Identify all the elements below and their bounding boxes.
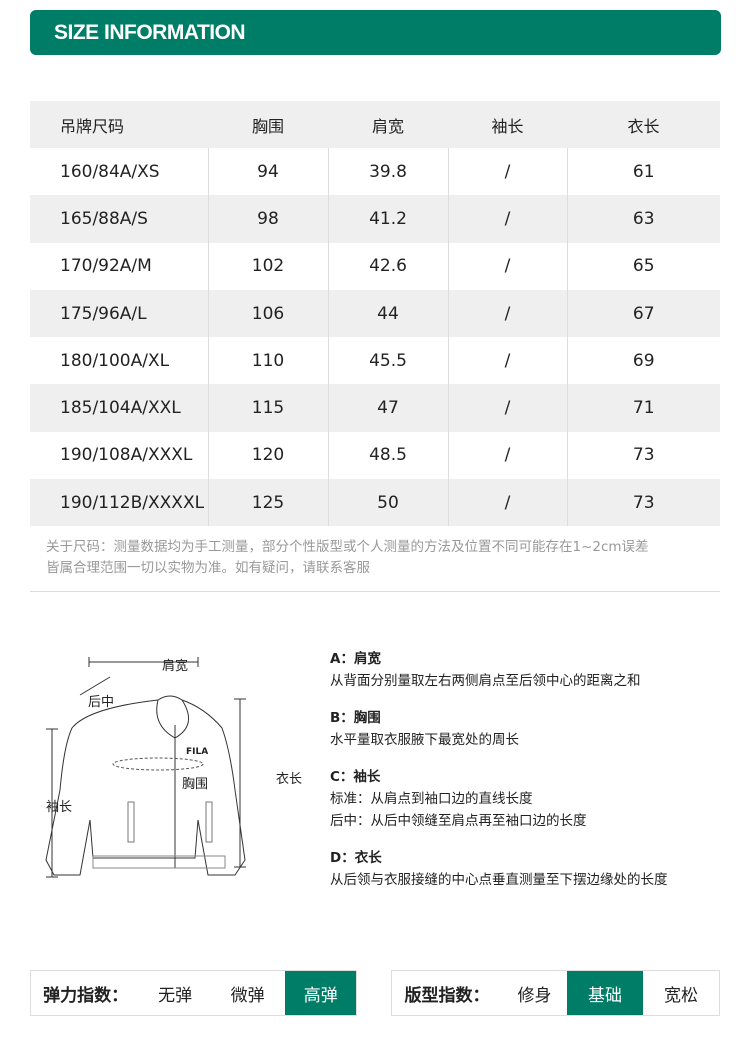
table-cell: 47: [327, 384, 448, 432]
table-cell: 165/88A/S: [30, 195, 208, 243]
fit-label: 版型指数：: [404, 985, 490, 1006]
table-cell: /: [447, 289, 567, 338]
size-table: 吊牌尺码 胸围 肩宽 袖长 衣长 160/84A/XS 94 39.8/61 165/…: [30, 101, 720, 527]
description-line: 水平量取衣服腋下最宽处的周长: [330, 732, 519, 748]
table-cell: 50: [327, 479, 448, 527]
table-header: 吊牌尺码 胸围 肩宽 袖长 衣长: [30, 101, 720, 148]
table-row: 175/96A/L 106 44/67: [30, 289, 720, 338]
description-line: 后中：从后中领缝至肩点再至袖口边的长度: [330, 813, 587, 829]
table-cell: 41.2: [327, 195, 448, 243]
note-line: 皆属合理范围一切以实物为准。如有疑问，请联系客服: [46, 560, 370, 576]
fit-option: 宽松: [664, 985, 698, 1006]
label-length: 衣长: [276, 771, 302, 787]
jacket-outline-icon: [45, 695, 246, 876]
table-cell: /: [447, 337, 567, 385]
table-cell: 63: [566, 195, 720, 243]
table-cell: 98: [207, 195, 328, 243]
table-cell: /: [447, 195, 567, 243]
label-shoulder: 肩宽: [162, 658, 188, 674]
table-cell: 102: [207, 242, 328, 290]
table-cell: 69: [566, 337, 720, 385]
description-line: 标准：从肩点到袖口边的直线长度: [330, 791, 533, 807]
table-cell: 65: [566, 242, 720, 290]
description-block: C：袖长标准：从肩点到袖口边的直线长度后中：从后中领缝至肩点再至袖口边的长度: [330, 766, 668, 832]
table-cell: 45.5: [327, 337, 448, 385]
elasticity-option: 微弹: [230, 985, 265, 1006]
description-title: D：衣长: [330, 850, 382, 866]
table-cell: 180/100A/XL: [60, 350, 170, 371]
table-cell: 175/96A/L: [30, 289, 208, 338]
table-row: 160/84A/XS 94 39.8/61: [30, 148, 720, 196]
table-row: 190/112B/XXXXL 125 50/73: [30, 479, 720, 527]
table-cell: /: [447, 384, 567, 432]
table-cell: 190/108A/XXXL: [60, 445, 193, 466]
table-cell: 71: [566, 384, 720, 432]
description-title: B：胸围: [330, 710, 381, 726]
label-sleeve: 袖长: [46, 800, 72, 815]
description-line: 从背面分别量取左右两侧肩点至后领中心的距离之和: [330, 673, 641, 689]
description-title: A：肩宽: [330, 651, 381, 667]
fit-index: 版型指数： 修身 基础 宽松: [391, 970, 720, 1016]
description-title: C：袖长: [330, 769, 381, 785]
col-header: 肩宽: [328, 101, 448, 148]
elasticity-option-selected: 高弹: [285, 971, 356, 1015]
table-row: 190/108A/XXXL 120 48.5/73: [30, 431, 720, 480]
table-cell: /: [447, 148, 567, 196]
table-row: 170/92A/M 102 42.6/65: [30, 242, 720, 290]
table-cell: /: [447, 431, 567, 480]
note-line: 关于尺码：测量数据均为手工测量，部分个性版型或个人测量的方法及位置不同可能存在1…: [46, 539, 649, 555]
size-information-banner: SIZE INFORMATION: [30, 10, 721, 55]
table-cell: 94: [207, 148, 328, 196]
jacket-measurement-diagram: 肩宽 后中 胸围 衣长 袖长 FILA: [45, 657, 302, 878]
measurement-descriptions: A：肩宽从背面分别量取左右两侧肩点至后领中心的距离之和 B：胸围水平量取衣服腋下最…: [330, 648, 668, 906]
elasticity-option: 无弹: [158, 985, 193, 1006]
table-cell: 67: [566, 289, 720, 338]
elasticity-index: 弹力指数： 无弹 微弹 高弹: [30, 970, 357, 1016]
table-cell: 73: [566, 431, 720, 480]
col-header: 吊牌尺码: [30, 101, 208, 148]
fit-option: 修身: [517, 985, 552, 1006]
table-cell: 48.5: [327, 431, 448, 480]
table-row: 165/88A/S 98 41.2/63: [30, 195, 720, 243]
col-header: 袖长: [448, 101, 567, 148]
table-cell: 170/92A/M: [60, 256, 152, 277]
table-cell: 160/84A/XS: [60, 161, 160, 182]
description-block: B：胸围水平量取衣服腋下最宽处的周长: [330, 707, 668, 751]
table-cell: 190/112B/XXXXL: [30, 479, 208, 527]
table-row: 180/100A/XL 110 45.5/69: [30, 337, 720, 385]
col-header: 胸围: [208, 101, 328, 148]
measurement-note: 关于尺码：测量数据均为手工测量，部分个性版型或个人测量的方法及位置不同可能存在1…: [46, 537, 726, 579]
description-line: 从后领与衣服接缝的中心点垂直测量至下摆边缘处的长度: [330, 872, 668, 888]
table-cell: 44: [327, 289, 448, 338]
label-chest: 胸围: [182, 777, 208, 792]
col-header: 衣长: [567, 101, 720, 148]
table-cell: 120: [207, 431, 328, 480]
table-cell: 185/104A/XXL: [30, 384, 208, 432]
table-row: 185/104A/XXL 115 47/71: [30, 384, 720, 432]
label-back-center: 后中: [88, 695, 114, 710]
table-cell: 61: [566, 148, 720, 196]
table-cell: /: [447, 242, 567, 290]
table-cell: 110: [207, 337, 328, 385]
table-cell: 115: [207, 384, 328, 432]
table-cell: 39.8: [327, 148, 448, 196]
divider: [30, 591, 720, 592]
fila-logo: FILA: [186, 747, 208, 757]
table-cell: 125: [207, 479, 328, 527]
table-cell: 106: [207, 289, 328, 338]
description-block: A：肩宽从背面分别量取左右两侧肩点至后领中心的距离之和: [330, 648, 668, 692]
description-block: D：衣长从后领与衣服接缝的中心点垂直测量至下摆边缘处的长度: [330, 847, 668, 891]
elasticity-label: 弹力指数：: [43, 985, 129, 1006]
table-cell: 42.6: [327, 242, 448, 290]
table-cell: /: [447, 479, 567, 527]
table-cell: 73: [566, 479, 720, 527]
fit-option-selected: 基础: [567, 971, 643, 1015]
